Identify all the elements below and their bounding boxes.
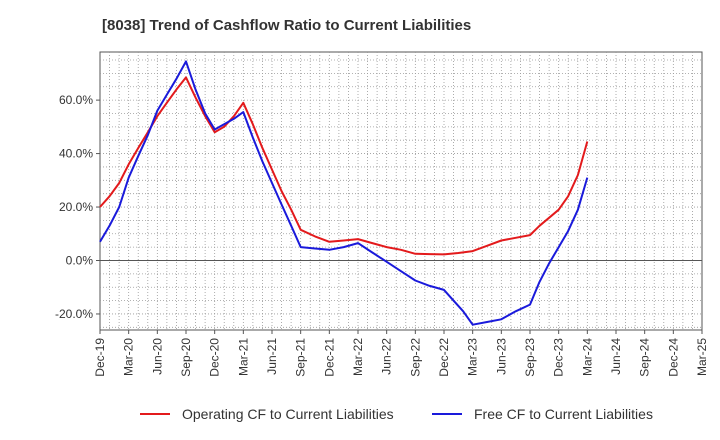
x-tick-label: Dec-24 bbox=[666, 338, 680, 377]
y-tick-label: 60.0% bbox=[59, 93, 93, 107]
y-axis: -20.0% 0.0% 20.0% 40.0% 60.0% bbox=[55, 93, 100, 321]
series-lines bbox=[99, 60, 589, 326]
x-tick-label: Jun-21 bbox=[265, 338, 279, 375]
series-line-operating-cf bbox=[99, 76, 589, 256]
x-tick-label: Mar-21 bbox=[236, 338, 250, 376]
y-tick-label: -20.0% bbox=[55, 307, 93, 321]
y-tick-label: 40.0% bbox=[59, 147, 93, 161]
x-axis: Dec-19 Mar-20 Jun-20 Sep-20 Dec-20 Mar-21 Jun-… bbox=[93, 330, 709, 377]
x-tick-label: Sep-22 bbox=[408, 338, 422, 377]
legend-label: Free CF to Current Liabilities bbox=[474, 406, 653, 422]
x-tick-label: Mar-25 bbox=[695, 338, 709, 376]
chart-title: [8038] Trend of Cashflow Ratio to Curren… bbox=[102, 17, 471, 34]
x-tick-label: Sep-21 bbox=[294, 338, 308, 377]
legend-label: Operating CF to Current Liabilities bbox=[182, 406, 394, 422]
x-tick-label: Sep-24 bbox=[638, 338, 652, 377]
x-tick-label: Mar-23 bbox=[466, 338, 480, 376]
x-tick-label: Mar-22 bbox=[351, 338, 365, 376]
x-tick-label: Jun-24 bbox=[609, 338, 623, 375]
x-tick-label: Dec-19 bbox=[93, 338, 107, 377]
x-tick-label: Dec-20 bbox=[208, 338, 222, 377]
grid bbox=[100, 52, 702, 330]
legend: Operating CF to Current Liabilities Free … bbox=[140, 406, 653, 422]
x-tick-label: Dec-23 bbox=[552, 338, 566, 377]
x-tick-label: Mar-20 bbox=[122, 338, 136, 376]
plot-area-border bbox=[99, 51, 703, 331]
x-tick-label: Dec-21 bbox=[322, 338, 336, 377]
x-tick-label: Sep-20 bbox=[179, 338, 193, 377]
x-tick-label: Jun-22 bbox=[380, 338, 394, 375]
x-tick-label: Mar-24 bbox=[580, 338, 594, 376]
x-tick-label: Sep-23 bbox=[523, 338, 537, 377]
y-tick-label: 20.0% bbox=[59, 200, 93, 214]
x-tick-label: Jun-23 bbox=[494, 338, 508, 375]
series-line-free-cf bbox=[99, 60, 589, 326]
x-tick-label: Dec-22 bbox=[437, 338, 451, 377]
y-tick-label: 0.0% bbox=[66, 254, 94, 268]
x-tick-label: Jun-20 bbox=[150, 338, 164, 375]
